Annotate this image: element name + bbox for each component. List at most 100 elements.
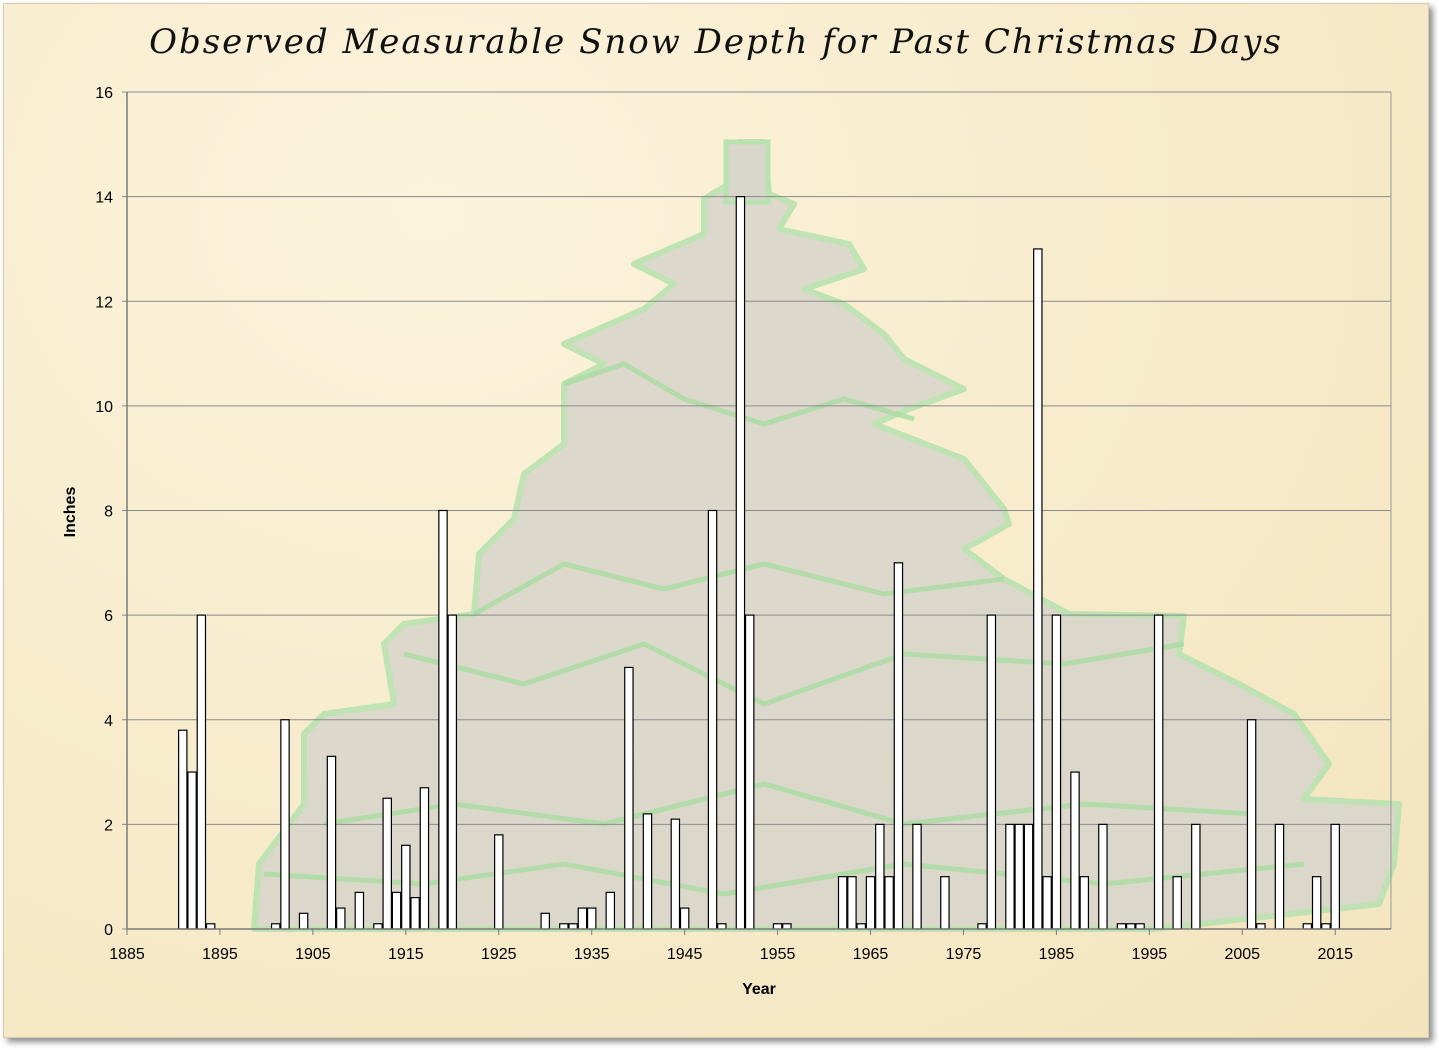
bar-1952 <box>744 614 755 930</box>
bar-1993 <box>1126 923 1136 930</box>
x-tick-label: 1895 <box>202 946 238 963</box>
bar-1978 <box>986 614 997 930</box>
bar-1955 <box>772 923 783 930</box>
x-tick-label: 1995 <box>1132 946 1168 963</box>
bar-1912 <box>373 923 383 930</box>
x-tick-label: 2005 <box>1224 946 1260 963</box>
bar-1968 <box>893 562 904 930</box>
bar-1901 <box>270 923 281 930</box>
bar-2013 <box>1311 876 1322 930</box>
y-tick-label: 4 <box>104 713 113 730</box>
bar-1985 <box>1051 614 1062 930</box>
bar-1949 <box>717 923 727 930</box>
bar-2000 <box>1191 823 1201 930</box>
x-tick-label: 2015 <box>1317 946 1353 963</box>
bar-1966 <box>875 823 885 930</box>
y-tick-label: 14 <box>95 190 113 207</box>
bar-1902 <box>280 719 290 930</box>
tree-garland-1 <box>563 361 915 427</box>
bar-1932 <box>559 923 569 930</box>
bar-1965 <box>865 876 876 930</box>
bar-1914 <box>391 891 402 930</box>
y-tick-label: 0 <box>104 922 113 939</box>
gridlines: 0 2 4 6 8 10 12 14 16 <box>95 85 1392 939</box>
bar-1920 <box>447 614 458 930</box>
bar-1913 <box>382 797 392 930</box>
bar-1919 <box>438 509 448 930</box>
x-tick-label: 1955 <box>760 946 796 963</box>
bar-1994 <box>1135 923 1145 930</box>
bar-1937 <box>605 891 616 930</box>
bar-1951 <box>735 196 746 930</box>
bar-1892 <box>187 771 197 930</box>
x-axis-title: Year <box>742 981 776 998</box>
y-axis-title: Inches <box>62 487 79 538</box>
bar-1970 <box>912 823 922 930</box>
x-tick-label: 1975 <box>946 946 982 963</box>
bar-1907 <box>326 755 337 930</box>
bar-1893 <box>196 614 207 930</box>
bar-1917 <box>419 787 430 930</box>
chart-title: Observed Measurable Snow Depth for Past … <box>149 22 1283 62</box>
bar-1935 <box>586 907 597 930</box>
bar-1925 <box>494 834 504 930</box>
bar-2014 <box>1321 923 1331 930</box>
bar-1944 <box>670 818 681 930</box>
y-tick-label: 6 <box>104 608 113 625</box>
bar-1973 <box>940 876 950 930</box>
bar-1948 <box>707 509 718 930</box>
bar-1977 <box>977 923 987 930</box>
bar-1934 <box>577 907 588 930</box>
bar-1996 <box>1153 614 1164 930</box>
bar-1908 <box>336 907 346 930</box>
chart-frame: Observed Measurable Snow Depth for Past … <box>3 3 1429 1038</box>
bar-1894 <box>205 923 216 930</box>
bar-1945 <box>679 907 690 930</box>
bar-2007 <box>1256 923 1266 930</box>
bar-2006 <box>1246 719 1257 930</box>
x-tick-label: 1885 <box>109 946 145 963</box>
x-tick-label: 1965 <box>853 946 889 963</box>
bar-1964 <box>856 923 866 930</box>
bar-1980 <box>1005 823 1015 930</box>
bar-1984 <box>1042 876 1052 930</box>
bar-1998 <box>1172 876 1182 930</box>
y-tick-label: 10 <box>95 399 113 416</box>
bar-1987 <box>1070 771 1080 930</box>
bar-1915 <box>401 844 411 930</box>
x-tick-label: 1985 <box>1039 946 1075 963</box>
x-tick-label: 1935 <box>574 946 610 963</box>
bar-1939 <box>624 666 634 930</box>
bar-1981 <box>1014 823 1024 930</box>
bars <box>178 196 1340 930</box>
bar-1956 <box>782 923 792 930</box>
tree-top <box>723 139 771 205</box>
y-tick-label: 2 <box>104 817 113 834</box>
y-tick-label: 16 <box>95 85 113 102</box>
x-tick-label: 1945 <box>667 946 703 963</box>
x-tick-label: 1905 <box>295 946 331 963</box>
bar-1983 <box>1033 248 1043 930</box>
bar-1941 <box>642 813 653 930</box>
tree-garland-3 <box>403 641 1185 707</box>
bar-1916 <box>410 897 420 930</box>
bar-1990 <box>1098 823 1108 930</box>
bar-1992 <box>1116 923 1127 930</box>
chart-svg: 0 2 4 6 8 10 12 14 16 1885 1895 1905 1915 1925 1935 19… <box>62 85 1402 998</box>
y-tick-label: 8 <box>104 504 113 521</box>
axes: 1885 1895 1905 1915 1925 1935 1945 1955 1965 1975… <box>109 92 1391 963</box>
bar-1891 <box>178 729 188 930</box>
bar-1988 <box>1079 876 1090 930</box>
bar-1963 <box>847 876 857 930</box>
bar-1933 <box>568 923 578 930</box>
bar-1910 <box>354 891 365 930</box>
bar-1962 <box>837 876 848 930</box>
bar-2015 <box>1330 823 1340 930</box>
bar-1904 <box>298 912 309 930</box>
bar-1982 <box>1023 823 1034 930</box>
bar-1967 <box>884 876 894 930</box>
bar-1930 <box>540 912 550 930</box>
x-tick-label: 1915 <box>388 946 424 963</box>
bar-2009 <box>1274 823 1285 930</box>
x-tick-label: 1925 <box>481 946 517 963</box>
